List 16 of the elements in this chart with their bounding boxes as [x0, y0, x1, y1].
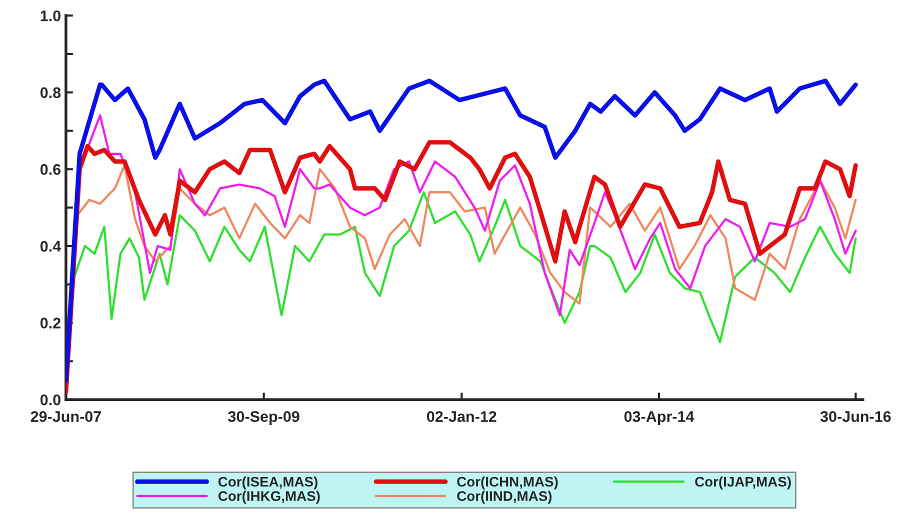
y-tick-label: 0.6: [40, 164, 61, 175]
x-tick-label: 30-Jun-16: [820, 411, 891, 422]
x-tick-label: 03-Apr-14: [624, 411, 694, 425]
legend-label: Cor(ICHN,MAS): [457, 476, 558, 490]
y-tick-label: 1.0: [40, 10, 60, 22]
y-tick-label: 0.4: [40, 240, 62, 252]
x-tick-label: 30-Sep-09: [228, 411, 300, 425]
y-tick-label: 0.8: [40, 87, 61, 98]
legend-label: Cor(IJAP,MAS): [695, 476, 791, 490]
x-tick-label: 29-Jun-07: [30, 411, 101, 422]
y-tick-label: 0.0: [40, 394, 60, 406]
legend-label: Cor(IIND,MAS): [457, 490, 552, 504]
legend-label: Cor(ISEA,MAS): [218, 476, 318, 490]
x-tick-label: 02-Jan-12: [427, 411, 496, 422]
y-tick-label: 0.2: [40, 318, 60, 329]
legend-label: Cor(IHKG,MAS): [218, 490, 320, 504]
